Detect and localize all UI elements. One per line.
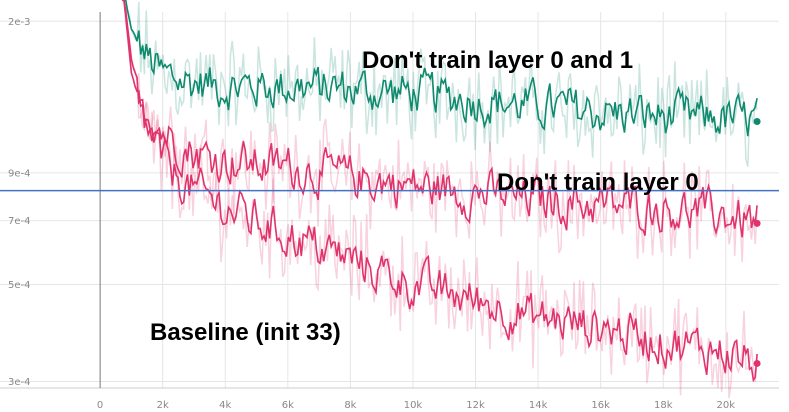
x-tick-label: 12k — [466, 400, 485, 411]
y-tick-label: 3e-4 — [8, 377, 31, 388]
series-no-train-layer-0-and-1-line — [122, 0, 758, 137]
y-tick-label: 5e-4 — [8, 280, 31, 291]
series-baseline-line — [122, 0, 758, 383]
x-tick-label: 18k — [654, 400, 673, 411]
x-tick-label: 2k — [157, 400, 169, 411]
series-baseline-end-marker[interactable] — [753, 359, 761, 367]
y-tick-label: 7e-4 — [8, 216, 31, 227]
x-tick-label: 20k — [717, 400, 736, 411]
x-tick-label: 16k — [591, 400, 610, 411]
series-no-train-layer-0-end-marker[interactable] — [753, 219, 761, 227]
tick-label-layer: 0 2k 4k 6k 8k 10k 12k 14k 16k 18k 20k 3e-4 5e-4 7e-4 9… — [8, 17, 735, 411]
annotation-no-train-layer-0-and-1: Don't train layer 0 and 1 — [362, 47, 633, 74]
x-tick-label: 6k — [282, 400, 294, 411]
x-tick-label: 0 — [97, 400, 103, 411]
y-tick-label: 9e-4 — [8, 168, 31, 179]
series-layer — [121, 0, 761, 399]
annotation-layer: Don't train layer 0 and 1 Don't train la… — [150, 47, 699, 346]
annotation-baseline: Baseline (init 33) — [150, 319, 341, 346]
series-baseline-raw — [122, 0, 758, 399]
series-no-train-layer-0-line — [122, 0, 758, 238]
axis-layer — [0, 12, 779, 389]
series-no-train-layer-0-and-1-raw — [122, 0, 758, 167]
x-tick-label: 4k — [219, 400, 231, 411]
y-tick-label: 2e-3 — [8, 17, 31, 28]
x-tick-label: 10k — [404, 400, 423, 411]
annotation-no-train-layer-0: Don't train layer 0 — [497, 169, 699, 196]
x-tick-label: 14k — [529, 400, 548, 411]
x-tick-label: 8k — [344, 400, 356, 411]
series-no-train-layer-0-and-1-end-marker[interactable] — [753, 117, 761, 125]
